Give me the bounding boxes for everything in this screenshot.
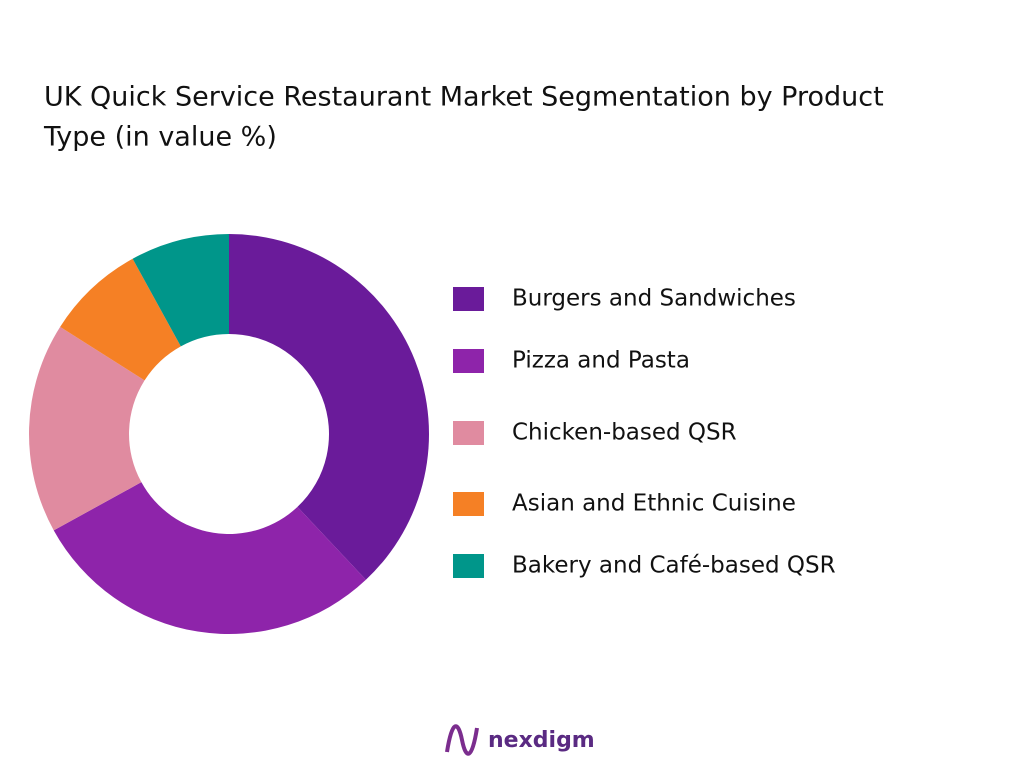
legend-swatch bbox=[453, 421, 484, 445]
legend-label: Chicken-based QSR bbox=[512, 420, 737, 446]
legend-swatch bbox=[453, 492, 484, 516]
legend-label: Burgers and Sandwiches bbox=[512, 286, 796, 312]
legend-swatch bbox=[453, 287, 484, 311]
donut-slice bbox=[29, 326, 145, 531]
legend-label: Asian and Ethnic Cuisine bbox=[512, 491, 796, 517]
legend-label: Bakery and Café-based QSR bbox=[512, 553, 836, 579]
donut-slice bbox=[229, 234, 429, 580]
logo-text: nexdigm bbox=[488, 728, 595, 753]
logo-icon bbox=[445, 724, 479, 756]
legend-swatch bbox=[453, 349, 484, 373]
chart-title: Type (in value %) bbox=[43, 122, 277, 153]
legend-label: Pizza and Pasta bbox=[512, 348, 690, 374]
logo-mark bbox=[445, 724, 479, 756]
donut-slice bbox=[60, 258, 181, 381]
legend-swatch bbox=[453, 554, 484, 578]
donut-slice bbox=[53, 482, 366, 634]
donut-slice bbox=[132, 234, 229, 347]
chart-title: UK Quick Service Restaurant Market Segme… bbox=[44, 82, 884, 113]
